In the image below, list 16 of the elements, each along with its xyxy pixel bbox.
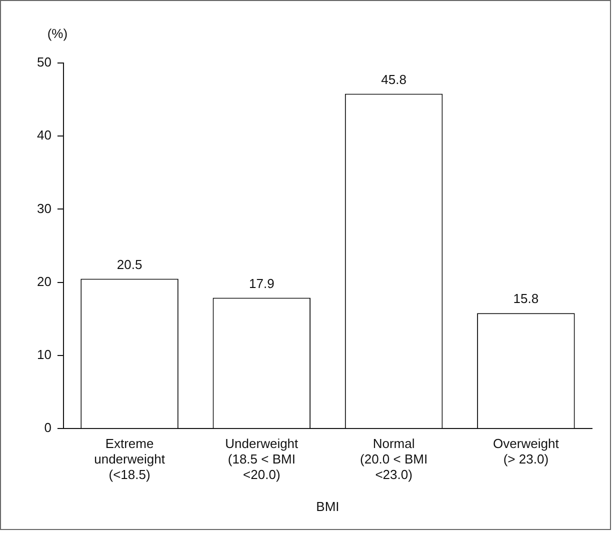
y-tick-label: 50: [36, 54, 52, 70]
y-tick-label: 40: [36, 128, 52, 143]
data-label: 45.8: [381, 72, 406, 87]
x-axis-title: BMI: [316, 498, 340, 514]
data-label: 15.8: [513, 291, 539, 306]
y-tick-label: 10: [36, 347, 52, 362]
data-label: 20.5: [116, 256, 142, 272]
y-axis-title: (%): [47, 26, 68, 42]
data-label: 17.9: [249, 276, 274, 291]
x-tick-label: Underweight (18.5 < BMI <20.0): [225, 436, 299, 482]
y-tick-label: 30: [36, 200, 52, 216]
x-tick-label: Normal (20.0 < BMI <23.0): [360, 436, 428, 482]
y-tick-label: 0: [44, 420, 52, 436]
x-tick-label: Overweight (> 23.0): [493, 436, 560, 467]
x-tick-label: Extreme underweight (<18.5): [94, 436, 166, 482]
y-tick-label: 20: [36, 274, 52, 289]
